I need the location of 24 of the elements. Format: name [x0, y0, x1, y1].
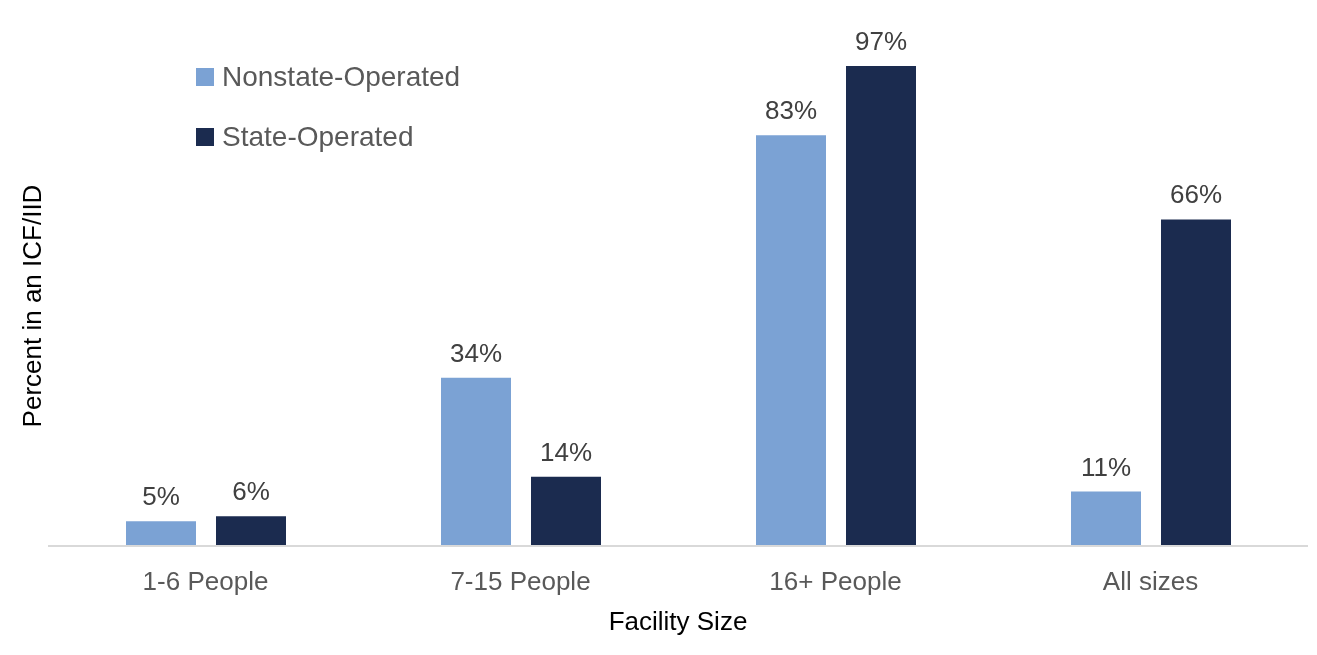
- data-label: 83%: [764, 95, 818, 126]
- x-tick-label: 1-6 People: [142, 566, 269, 597]
- x-tick-label: All sizes: [1102, 566, 1199, 597]
- data-label: 34%: [449, 337, 503, 368]
- data-label: 5%: [142, 481, 180, 512]
- bar: [1071, 491, 1141, 546]
- x-tick-label: 16+ People: [769, 566, 902, 597]
- data-label: 14%: [539, 436, 593, 467]
- bar: [441, 377, 511, 546]
- bar: [531, 476, 601, 546]
- bar: [846, 66, 916, 546]
- x-axis-title: Facility Size: [608, 606, 748, 636]
- bar: [126, 521, 196, 546]
- data-label: 11%: [1080, 451, 1132, 482]
- x-tick-label: 7-15 People: [450, 566, 591, 597]
- y-axis-title: Percent in an ICF/IID: [17, 184, 47, 428]
- data-label: 6%: [232, 476, 270, 507]
- bar: [756, 135, 826, 546]
- bar: [216, 516, 286, 546]
- legend-label: Nonstate-Operated: [222, 60, 461, 94]
- data-label: 97%: [854, 26, 908, 56]
- bar: [1161, 219, 1231, 546]
- data-label: 66%: [1169, 179, 1223, 210]
- legend-label: State-Operated: [222, 120, 414, 154]
